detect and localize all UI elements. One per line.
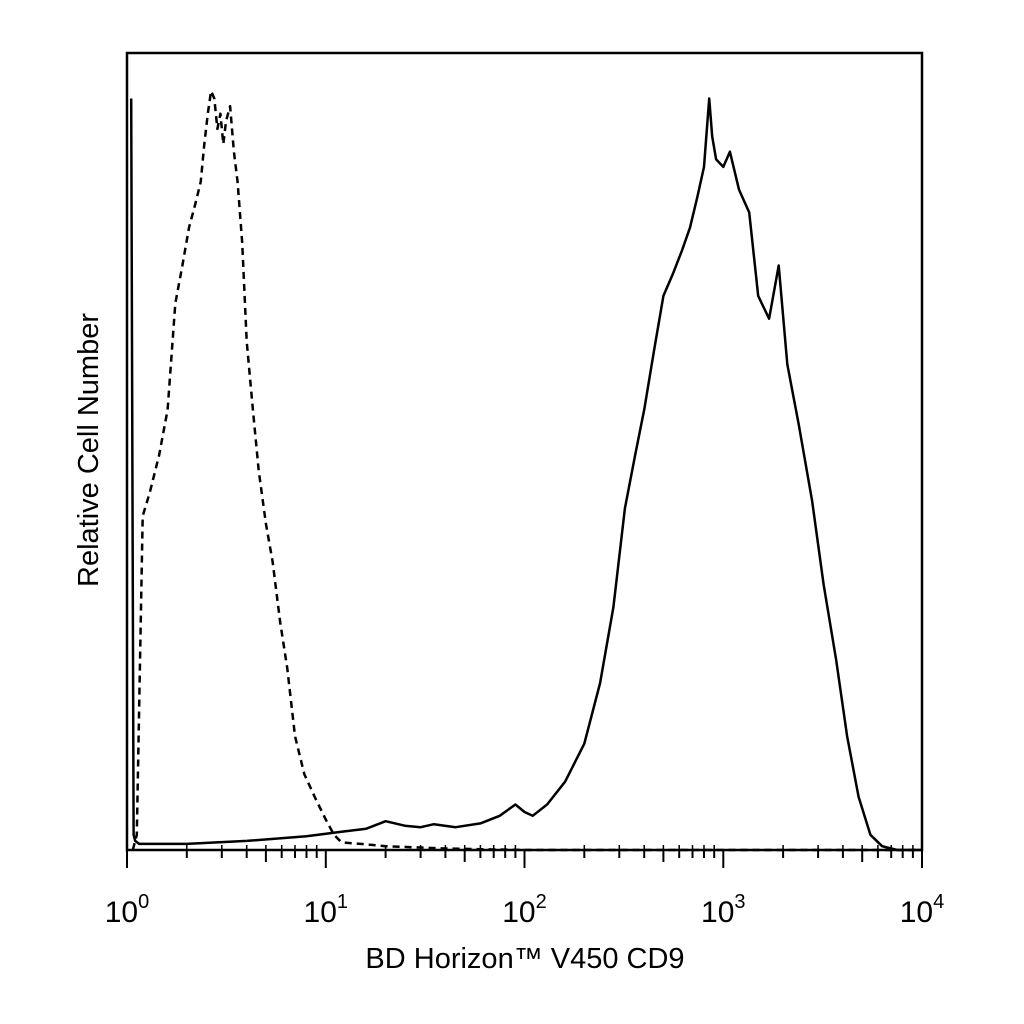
control-histogram-line [131, 89, 922, 852]
x-ticks [126, 845, 923, 868]
x-tick-label: 103 [701, 891, 746, 929]
x-tick-label: 104 [900, 891, 945, 929]
x-axis-title: BD Horizon™ V450 CD9 [365, 943, 684, 975]
y-axis-title: Relative Cell Number [73, 313, 105, 587]
series-layer [129, 89, 922, 852]
stained-histogram-line [129, 97, 922, 852]
x-tick-label: 102 [502, 891, 547, 929]
x-tick-labels: 100 101 102 103 104 [105, 891, 945, 929]
x-tick-label: 100 [105, 891, 150, 929]
x-tick-label: 101 [304, 891, 349, 929]
